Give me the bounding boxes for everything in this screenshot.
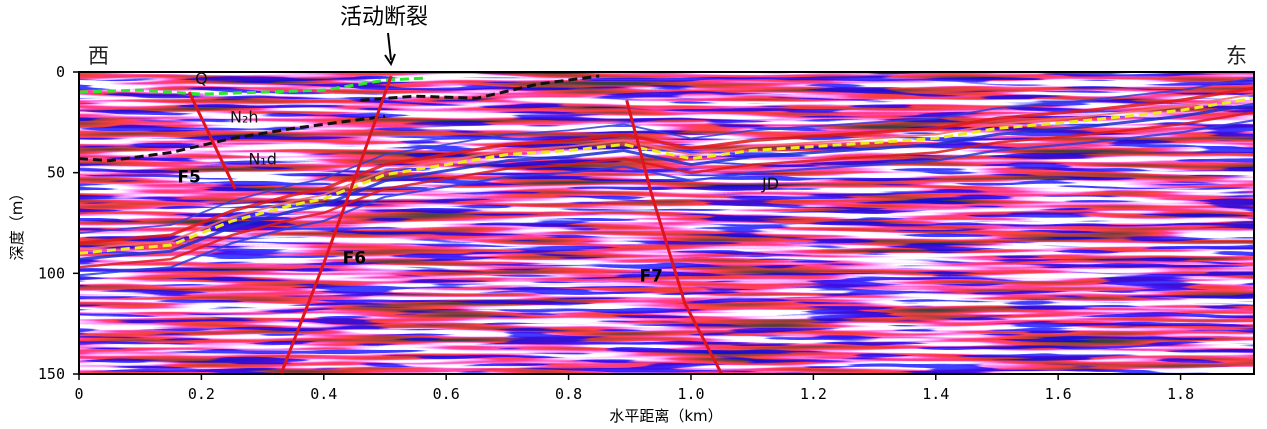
active-fault-label: 活动断裂 bbox=[340, 5, 428, 30]
horizon-base-N2h bbox=[360, 74, 600, 102]
unit-label-jd: JD bbox=[761, 174, 779, 193]
x-tick-label: 0.4 bbox=[310, 385, 337, 403]
unit-label-n1d: N₁d bbox=[248, 150, 277, 169]
reflector-band-3 bbox=[79, 111, 1254, 269]
y-axis-title: 深度（m） bbox=[8, 186, 26, 261]
y-axis-ticks: 0 50 100 150 bbox=[38, 63, 79, 383]
x-tick-label: 1.2 bbox=[800, 385, 827, 403]
fault-label-f6: F6 bbox=[343, 248, 366, 268]
y-tick-label: 150 bbox=[38, 365, 65, 383]
fault-trace-f6 bbox=[279, 75, 393, 374]
interpretation-labels: F5 F6 F7 Q N₂h N₁d JD bbox=[177, 69, 779, 286]
x-tick-label: 0.8 bbox=[555, 385, 582, 403]
plot-frame bbox=[78, 71, 1255, 375]
horizon-lines bbox=[79, 74, 1254, 255]
unit-label-n2h: N₂h bbox=[230, 107, 259, 126]
reflector-band-0 bbox=[79, 86, 1254, 245]
horizon-top-JD bbox=[79, 96, 1254, 255]
y-tick-label: 50 bbox=[47, 164, 65, 182]
seismic-section bbox=[79, 72, 1254, 374]
fault-trace-f5 bbox=[187, 91, 237, 190]
x-axis-title: 水平距离（km） bbox=[609, 407, 722, 425]
x-tick-label: 1.6 bbox=[1045, 385, 1072, 403]
horizon-base-Q bbox=[79, 76, 428, 96]
y-tick-label: 0 bbox=[56, 63, 65, 81]
x-tick-label: 1.8 bbox=[1167, 385, 1194, 403]
fault-trace-f7 bbox=[625, 99, 723, 374]
fault-label-f5: F5 bbox=[177, 168, 200, 188]
reflector-band-2 bbox=[79, 102, 1254, 261]
reflector-band-5 bbox=[79, 77, 1254, 234]
unit-label-q: Q bbox=[195, 69, 208, 88]
reflector-band-1 bbox=[79, 93, 1254, 251]
horizon-base-N1d bbox=[79, 114, 386, 163]
active-fault-arrow bbox=[387, 32, 392, 61]
fault-lines bbox=[187, 75, 723, 374]
x-tick-label: 0.6 bbox=[433, 385, 460, 403]
x-axis-ticks: 0 0.2 0.4 0.6 0.8 1.0 1.2 1.4 1.6 1.8 bbox=[74, 374, 1194, 403]
east-label: 东 bbox=[1226, 44, 1247, 68]
y-tick-label: 100 bbox=[38, 264, 65, 282]
x-tick-label: 1.0 bbox=[677, 385, 704, 403]
west-label: 西 bbox=[88, 44, 109, 68]
fault-label-f7: F7 bbox=[639, 266, 662, 286]
active-fault-arrow-head bbox=[384, 53, 396, 67]
x-tick-label: 0.2 bbox=[188, 385, 215, 403]
strong-reflectors bbox=[79, 77, 1254, 277]
reflector-band-4 bbox=[79, 119, 1254, 277]
x-tick-label: 1.4 bbox=[922, 385, 949, 403]
x-tick-label: 0 bbox=[74, 385, 83, 403]
